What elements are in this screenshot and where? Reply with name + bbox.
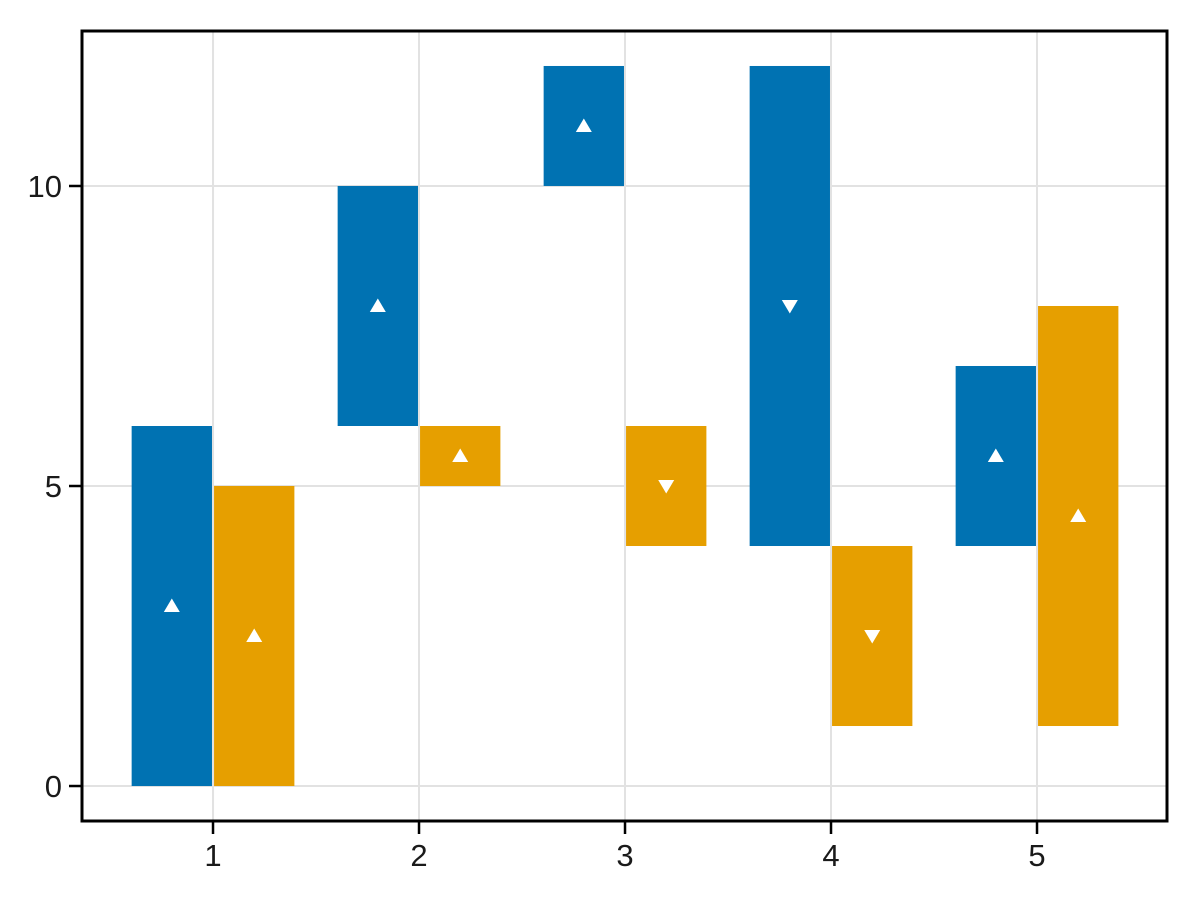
triangle-up-icon (1070, 508, 1087, 523)
triangle-up-icon (163, 598, 180, 613)
x-tick-label: 1 (204, 838, 221, 873)
triangle-up-icon (369, 298, 386, 312)
triangle-down-icon (864, 630, 881, 644)
y-tick-label: 0 (45, 769, 62, 804)
x-tick-label: 4 (822, 838, 839, 873)
x-tick-label: 5 (1028, 838, 1045, 873)
triangle-up-icon (246, 628, 263, 643)
triangle-up-icon (575, 118, 592, 132)
triangle-up-icon (987, 448, 1004, 463)
triangle-down-icon (781, 299, 798, 314)
y-tick-label: 5 (45, 469, 62, 504)
triangle-down-icon (658, 480, 675, 494)
axis-frame (80, 29, 1169, 823)
x-tick-label: 2 (410, 838, 427, 873)
y-tick-label: 10 (28, 169, 62, 204)
x-tick-label: 3 (616, 838, 633, 873)
triangle-up-icon (452, 448, 469, 463)
